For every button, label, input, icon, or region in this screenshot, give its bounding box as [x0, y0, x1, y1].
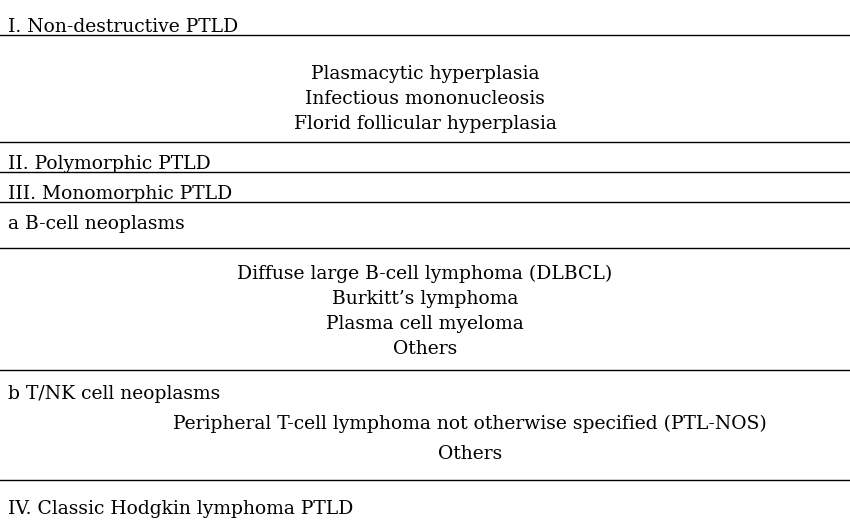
Text: III. Monomorphic PTLD: III. Monomorphic PTLD	[8, 185, 232, 203]
Text: Florid follicular hyperplasia: Florid follicular hyperplasia	[293, 115, 557, 133]
Text: Peripheral T-cell lymphoma not otherwise specified (PTL-NOS): Peripheral T-cell lymphoma not otherwise…	[173, 415, 767, 433]
Text: Infectious mononucleosis: Infectious mononucleosis	[305, 90, 545, 108]
Text: Others: Others	[438, 445, 502, 463]
Text: Plasmacytic hyperplasia: Plasmacytic hyperplasia	[311, 65, 539, 83]
Text: Burkitt’s lymphoma: Burkitt’s lymphoma	[332, 290, 518, 308]
Text: Others: Others	[393, 340, 457, 358]
Text: Plasma cell myeloma: Plasma cell myeloma	[326, 315, 524, 333]
Text: IV. Classic Hodgkin lymphoma PTLD: IV. Classic Hodgkin lymphoma PTLD	[8, 500, 354, 518]
Text: I. Non-destructive PTLD: I. Non-destructive PTLD	[8, 18, 238, 36]
Text: a B-cell neoplasms: a B-cell neoplasms	[8, 215, 184, 233]
Text: Diffuse large B-cell lymphoma (DLBCL): Diffuse large B-cell lymphoma (DLBCL)	[237, 265, 613, 283]
Text: II. Polymorphic PTLD: II. Polymorphic PTLD	[8, 155, 211, 173]
Text: b T/NK cell neoplasms: b T/NK cell neoplasms	[8, 385, 220, 403]
